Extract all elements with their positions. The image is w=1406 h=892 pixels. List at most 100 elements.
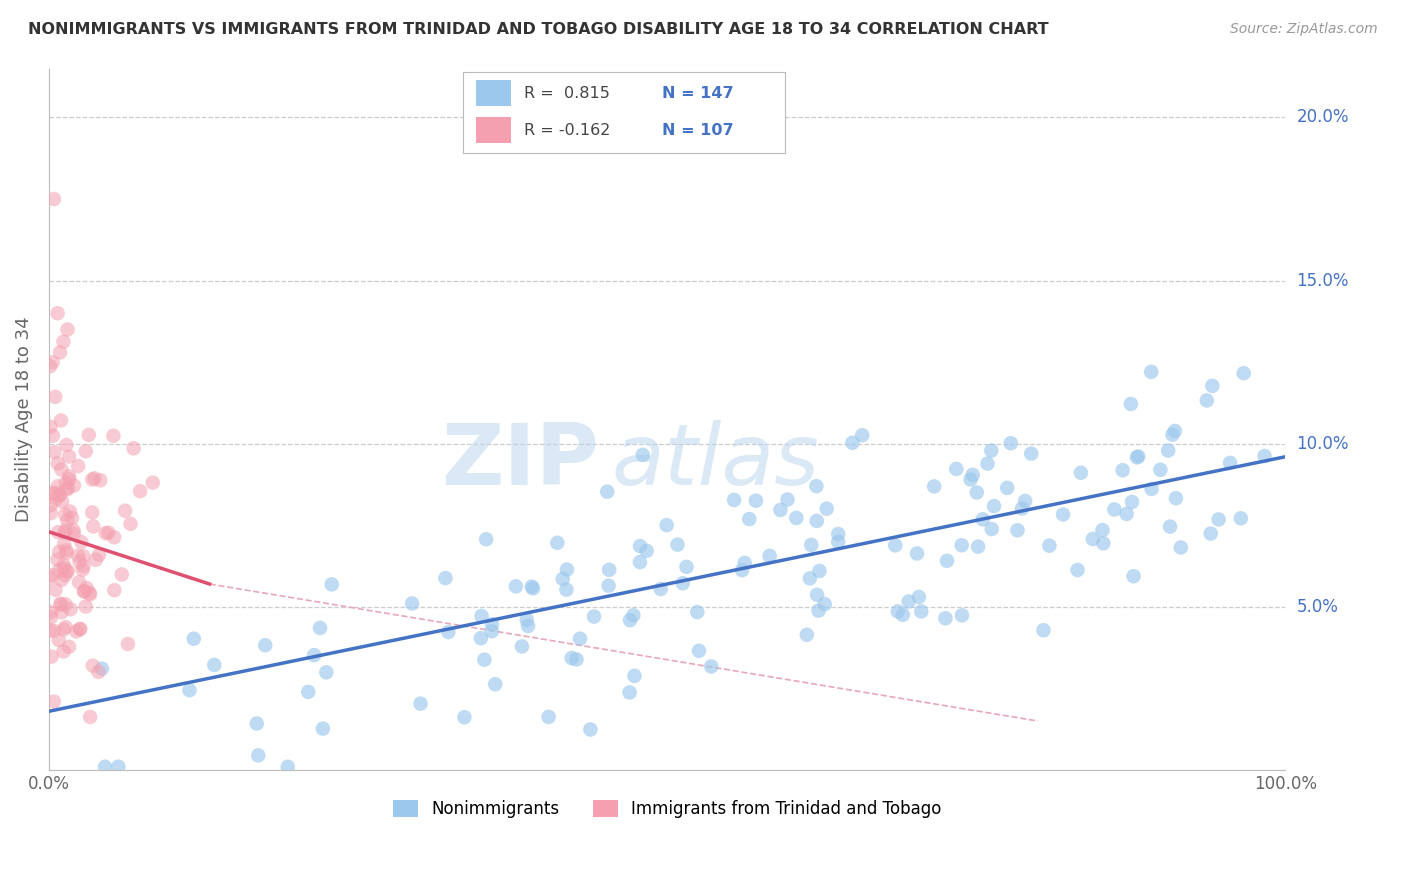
Point [806,479,828,493]
Point [484,677,506,691]
Point [1195,393,1218,408]
Point [851,428,873,442]
Point [1161,427,1184,442]
Point [891,607,914,622]
Point [51,605,73,619]
Point [434,571,457,585]
Point [897,594,920,608]
Text: 10.0%: 10.0% [1296,434,1348,453]
Point [79,587,101,601]
Point [277,760,299,774]
Point [475,533,498,547]
Point [312,722,335,736]
Point [582,609,605,624]
Point [45,492,67,507]
Point [254,638,277,652]
Point [89,473,111,487]
Point [82,505,104,519]
Point [46,525,69,540]
Point [51,494,73,508]
Point [1019,447,1042,461]
Point [409,697,432,711]
Point [598,579,620,593]
Point [111,567,134,582]
Point [887,604,910,618]
Point [42,428,65,442]
Point [650,582,672,596]
Point [980,522,1002,536]
Point [77,428,100,442]
Point [470,632,492,646]
Point [49,598,72,612]
Point [69,622,91,636]
Point [1122,569,1144,583]
Point [1032,624,1054,638]
Point [107,760,129,774]
Point [1201,379,1223,393]
Point [1070,466,1092,480]
Point [45,486,67,500]
Point [799,571,821,585]
Point [807,604,830,618]
Point [1007,523,1029,537]
Point [83,471,105,485]
Point [959,472,981,486]
Point [1111,463,1133,477]
Text: atlas: atlas [612,420,820,503]
Point [470,609,492,624]
Point [522,582,544,596]
Point [75,599,97,614]
Point [723,492,745,507]
Point [666,538,689,552]
Point [73,584,96,599]
Point [628,539,651,553]
Text: NONIMMIGRANTS VS IMMIGRANTS FROM TRINIDAD AND TOBAGO DISABILITY AGE 18 TO 34 COR: NONIMMIGRANTS VS IMMIGRANTS FROM TRINIDA… [28,22,1049,37]
Point [453,710,475,724]
Point [70,535,93,549]
Point [1199,526,1222,541]
Point [58,473,80,487]
Point [117,637,139,651]
Point [565,652,588,666]
Point [481,624,503,639]
Point [79,586,101,600]
Point [1115,507,1137,521]
Point [619,685,641,699]
Point [884,538,907,552]
Point [55,564,77,578]
Point [841,435,863,450]
Point [769,503,792,517]
Point [48,488,70,502]
Point [38,623,60,637]
Point [39,506,62,520]
Legend: Nonimmigrants, Immigrants from Trinidad and Tobago: Nonimmigrants, Immigrants from Trinidad … [387,793,948,825]
Point [97,525,120,540]
Point [922,479,945,493]
Point [49,597,72,611]
Point [814,597,837,611]
Point [517,619,540,633]
Point [62,523,84,537]
Point [516,613,538,627]
Point [52,334,75,349]
Point [55,543,77,558]
Text: 5.0%: 5.0% [1296,598,1339,615]
Point [672,576,695,591]
Point [596,484,619,499]
Point [551,572,574,586]
Point [1253,449,1275,463]
Point [758,549,780,563]
Point [636,543,658,558]
Point [38,570,60,584]
Point [555,582,578,597]
Point [905,546,928,560]
Point [42,568,65,582]
Point [481,617,503,632]
Point [967,540,990,554]
Text: Source: ZipAtlas.com: Source: ZipAtlas.com [1230,22,1378,37]
Point [56,481,79,495]
Point [42,192,65,206]
Point [55,523,77,537]
Point [621,608,644,623]
Point [46,479,69,493]
